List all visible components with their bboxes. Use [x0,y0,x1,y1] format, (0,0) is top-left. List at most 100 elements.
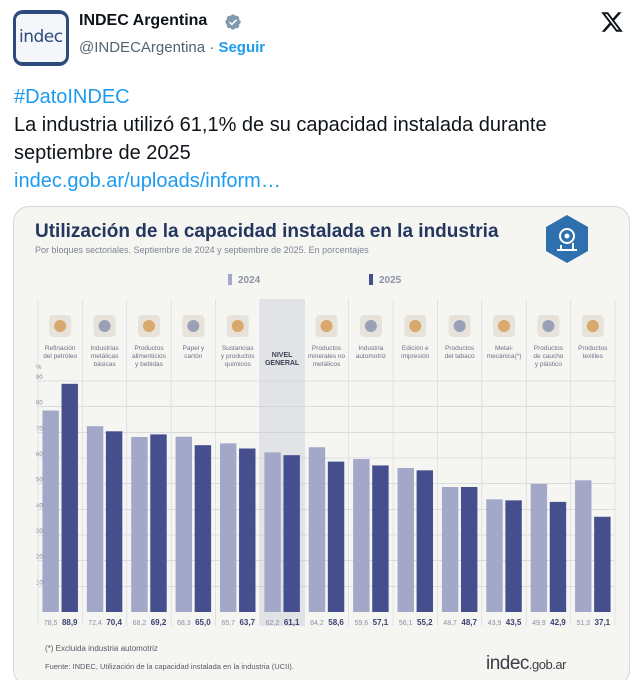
category-label: Papel y cartón [183,345,205,360]
bar-2024 [353,459,370,612]
value-label-2024: 43,9 [488,620,502,627]
category-icon-detail [542,320,555,332]
value-label-2024: 49,9 [532,620,546,627]
category-label: Productos minerales no metálicos [308,345,346,368]
industry-badge-icon [546,215,588,263]
bar-2025 [239,448,256,612]
infographic-media[interactable]: Utilización de la capacidad instalada en… [13,206,630,680]
indec-brand-logo: indec.gob.ar [486,653,566,675]
value-label-2025: 58,6 [328,618,344,627]
chart-footnote: (*) Excluida industria automotriz [45,644,158,653]
bar-2024 [86,426,104,612]
bar-2024 [42,410,59,612]
tweet-body: La industria utilizó 61,1% de su capacid… [14,114,547,164]
follow-button[interactable]: Seguir [218,39,266,56]
category-icon-detail [498,320,511,332]
y-tick-label: 10 [36,580,43,586]
value-label-2025: 61,1 [284,618,300,627]
value-label-2025: 63,7 [239,618,255,627]
verified-badge-icon [225,14,241,30]
category-icon-detail [142,320,155,332]
value-label-2025: 57,1 [373,618,389,627]
report-link[interactable]: indec.gob.ar/uploads/inform… [14,170,281,192]
handle-separator: · [205,39,219,56]
legend-label-2024: 2024 [238,275,261,286]
x-logo-icon[interactable] [600,10,624,34]
category-label-line: básicas [94,361,117,368]
category-icon-detail [98,320,111,332]
hashtag-link[interactable]: #DatoINDEC [14,86,130,108]
category-icon-detail [54,320,67,332]
category-label-line: alimenticios [132,353,167,360]
category-label-line: y plástico [535,361,562,368]
legend-swatch-2024 [228,274,232,285]
category-label: Sustancias y productos químicos [221,345,255,368]
category-label-line: del tabaco [445,353,475,360]
category-label-line: Industrias [90,345,119,352]
y-tick-label: 50 [36,478,43,484]
category-label-line: metálicas [91,353,119,360]
category-label: Industria automotriz [356,345,386,360]
category-icon-detail [409,320,422,332]
category-label-line: Metal- [495,345,513,352]
category-label-line: y bebidas [135,361,164,368]
bar-2025 [327,461,345,612]
value-label-2025: 88,9 [62,618,78,627]
legend-2025: 2025 [369,274,401,286]
value-label-2024: 51,3 [576,620,590,627]
category-label: NIVEL GENERAL [265,352,300,367]
account-avatar[interactable]: indec [13,10,69,66]
brand-domain: .gob.ar [528,657,566,672]
y-tick-label: 20 [36,555,43,561]
category-label-line: minerales no [308,353,346,360]
category-icon-detail [187,320,200,332]
category-label-line: Papel y [183,345,205,352]
category-icon-detail [586,320,599,332]
value-label-2024: 64,2 [310,620,324,627]
account-handle[interactable]: @INDECArgentina [79,39,206,56]
category-icon-detail [364,320,377,332]
category-label: Productos de caucho y plástico [533,345,563,368]
value-label-2024: 78,5 [44,620,58,627]
category-label-line: y productos [221,353,255,360]
value-label-2025: 42,9 [550,618,566,627]
value-label-2025: 43,5 [506,618,522,627]
bar-2025 [283,455,300,612]
category-label: Productos del tabaco [445,345,475,360]
value-label-2025: 65,0 [195,618,211,627]
bar-2024 [530,483,548,612]
category-label: Metal-mecánica(*) [487,345,522,360]
y-tick-label: 80 [36,401,43,407]
category-icon-detail [320,320,333,332]
category-label-line: Productos [134,345,164,352]
brand-main: indec [486,653,529,674]
bar-2024 [486,499,503,612]
bar-2025 [372,465,389,612]
bar-2025 [416,470,434,612]
handle-line: @INDECArgentina · Seguir [79,39,265,56]
value-label-2024: 65,7 [221,620,235,627]
category-label-line: automotriz [356,353,386,360]
value-label-2025: 70,4 [106,618,122,627]
tweet-text: #DatoINDEC La industria utilizó 61,1% de… [14,83,614,195]
category-label: Refinación del petróleo [43,345,77,360]
y-tick-label: 60 [36,452,43,458]
legend-label-2025: 2025 [379,275,402,286]
avatar-logo-text: indec [19,27,63,47]
category-label-line: metálicos [313,361,341,368]
category-label: Productos alimenticios y bebidas [132,345,167,368]
value-label-2024: 59,6 [355,620,369,627]
category-label: Productos textiles [578,345,608,360]
category-label-line: NIVEL [272,352,293,359]
category-label-line: Productos [312,345,342,352]
value-label-2024: 62,2 [266,620,280,627]
category-label-line: textiles [583,353,604,360]
display-name[interactable]: INDEC Argentina [79,12,208,29]
category-icon-detail [453,320,466,332]
y-tick-label: 70 [36,426,43,432]
infographic-title: Utilización de la capacidad instalada en… [35,221,499,242]
y-tick-label: 90 [36,375,43,381]
category-label-line: mecánica(*) [487,353,522,360]
bar-2024 [219,443,237,612]
